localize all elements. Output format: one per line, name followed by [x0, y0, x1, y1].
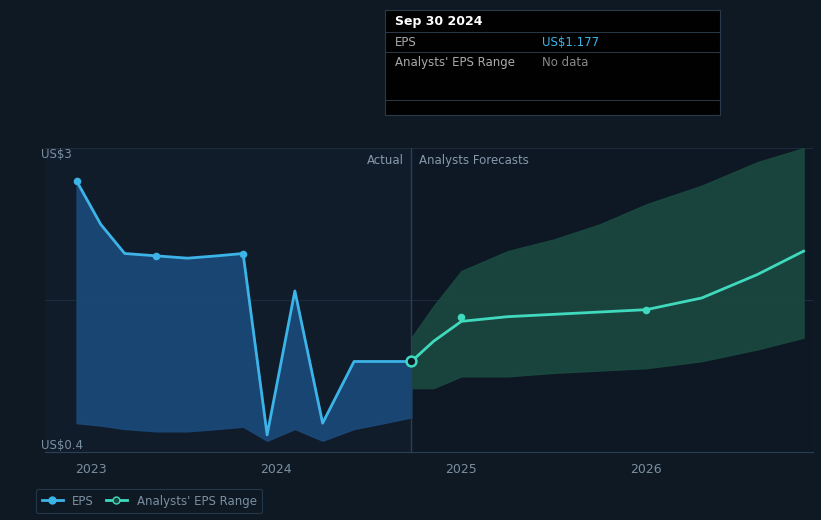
- Point: [70, 177, 83, 185]
- Text: No data: No data: [543, 56, 589, 69]
- Text: US$3: US$3: [41, 148, 72, 161]
- Bar: [45, 148, 411, 452]
- Text: Analysts' EPS Range: Analysts' EPS Range: [395, 56, 515, 69]
- Text: US$0.4: US$0.4: [41, 439, 83, 452]
- Text: Analysts Forecasts: Analysts Forecasts: [419, 154, 529, 167]
- Point: [640, 305, 653, 314]
- Point: [455, 313, 468, 321]
- Text: EPS: EPS: [395, 36, 416, 49]
- Point: [236, 249, 250, 257]
- Text: US$1.177: US$1.177: [543, 36, 599, 49]
- Point: [149, 252, 163, 260]
- Text: Actual: Actual: [367, 154, 404, 167]
- Point: [405, 357, 418, 366]
- Legend: EPS, Analysts' EPS Range: EPS, Analysts' EPS Range: [35, 489, 263, 513]
- Text: Sep 30 2024: Sep 30 2024: [395, 15, 483, 28]
